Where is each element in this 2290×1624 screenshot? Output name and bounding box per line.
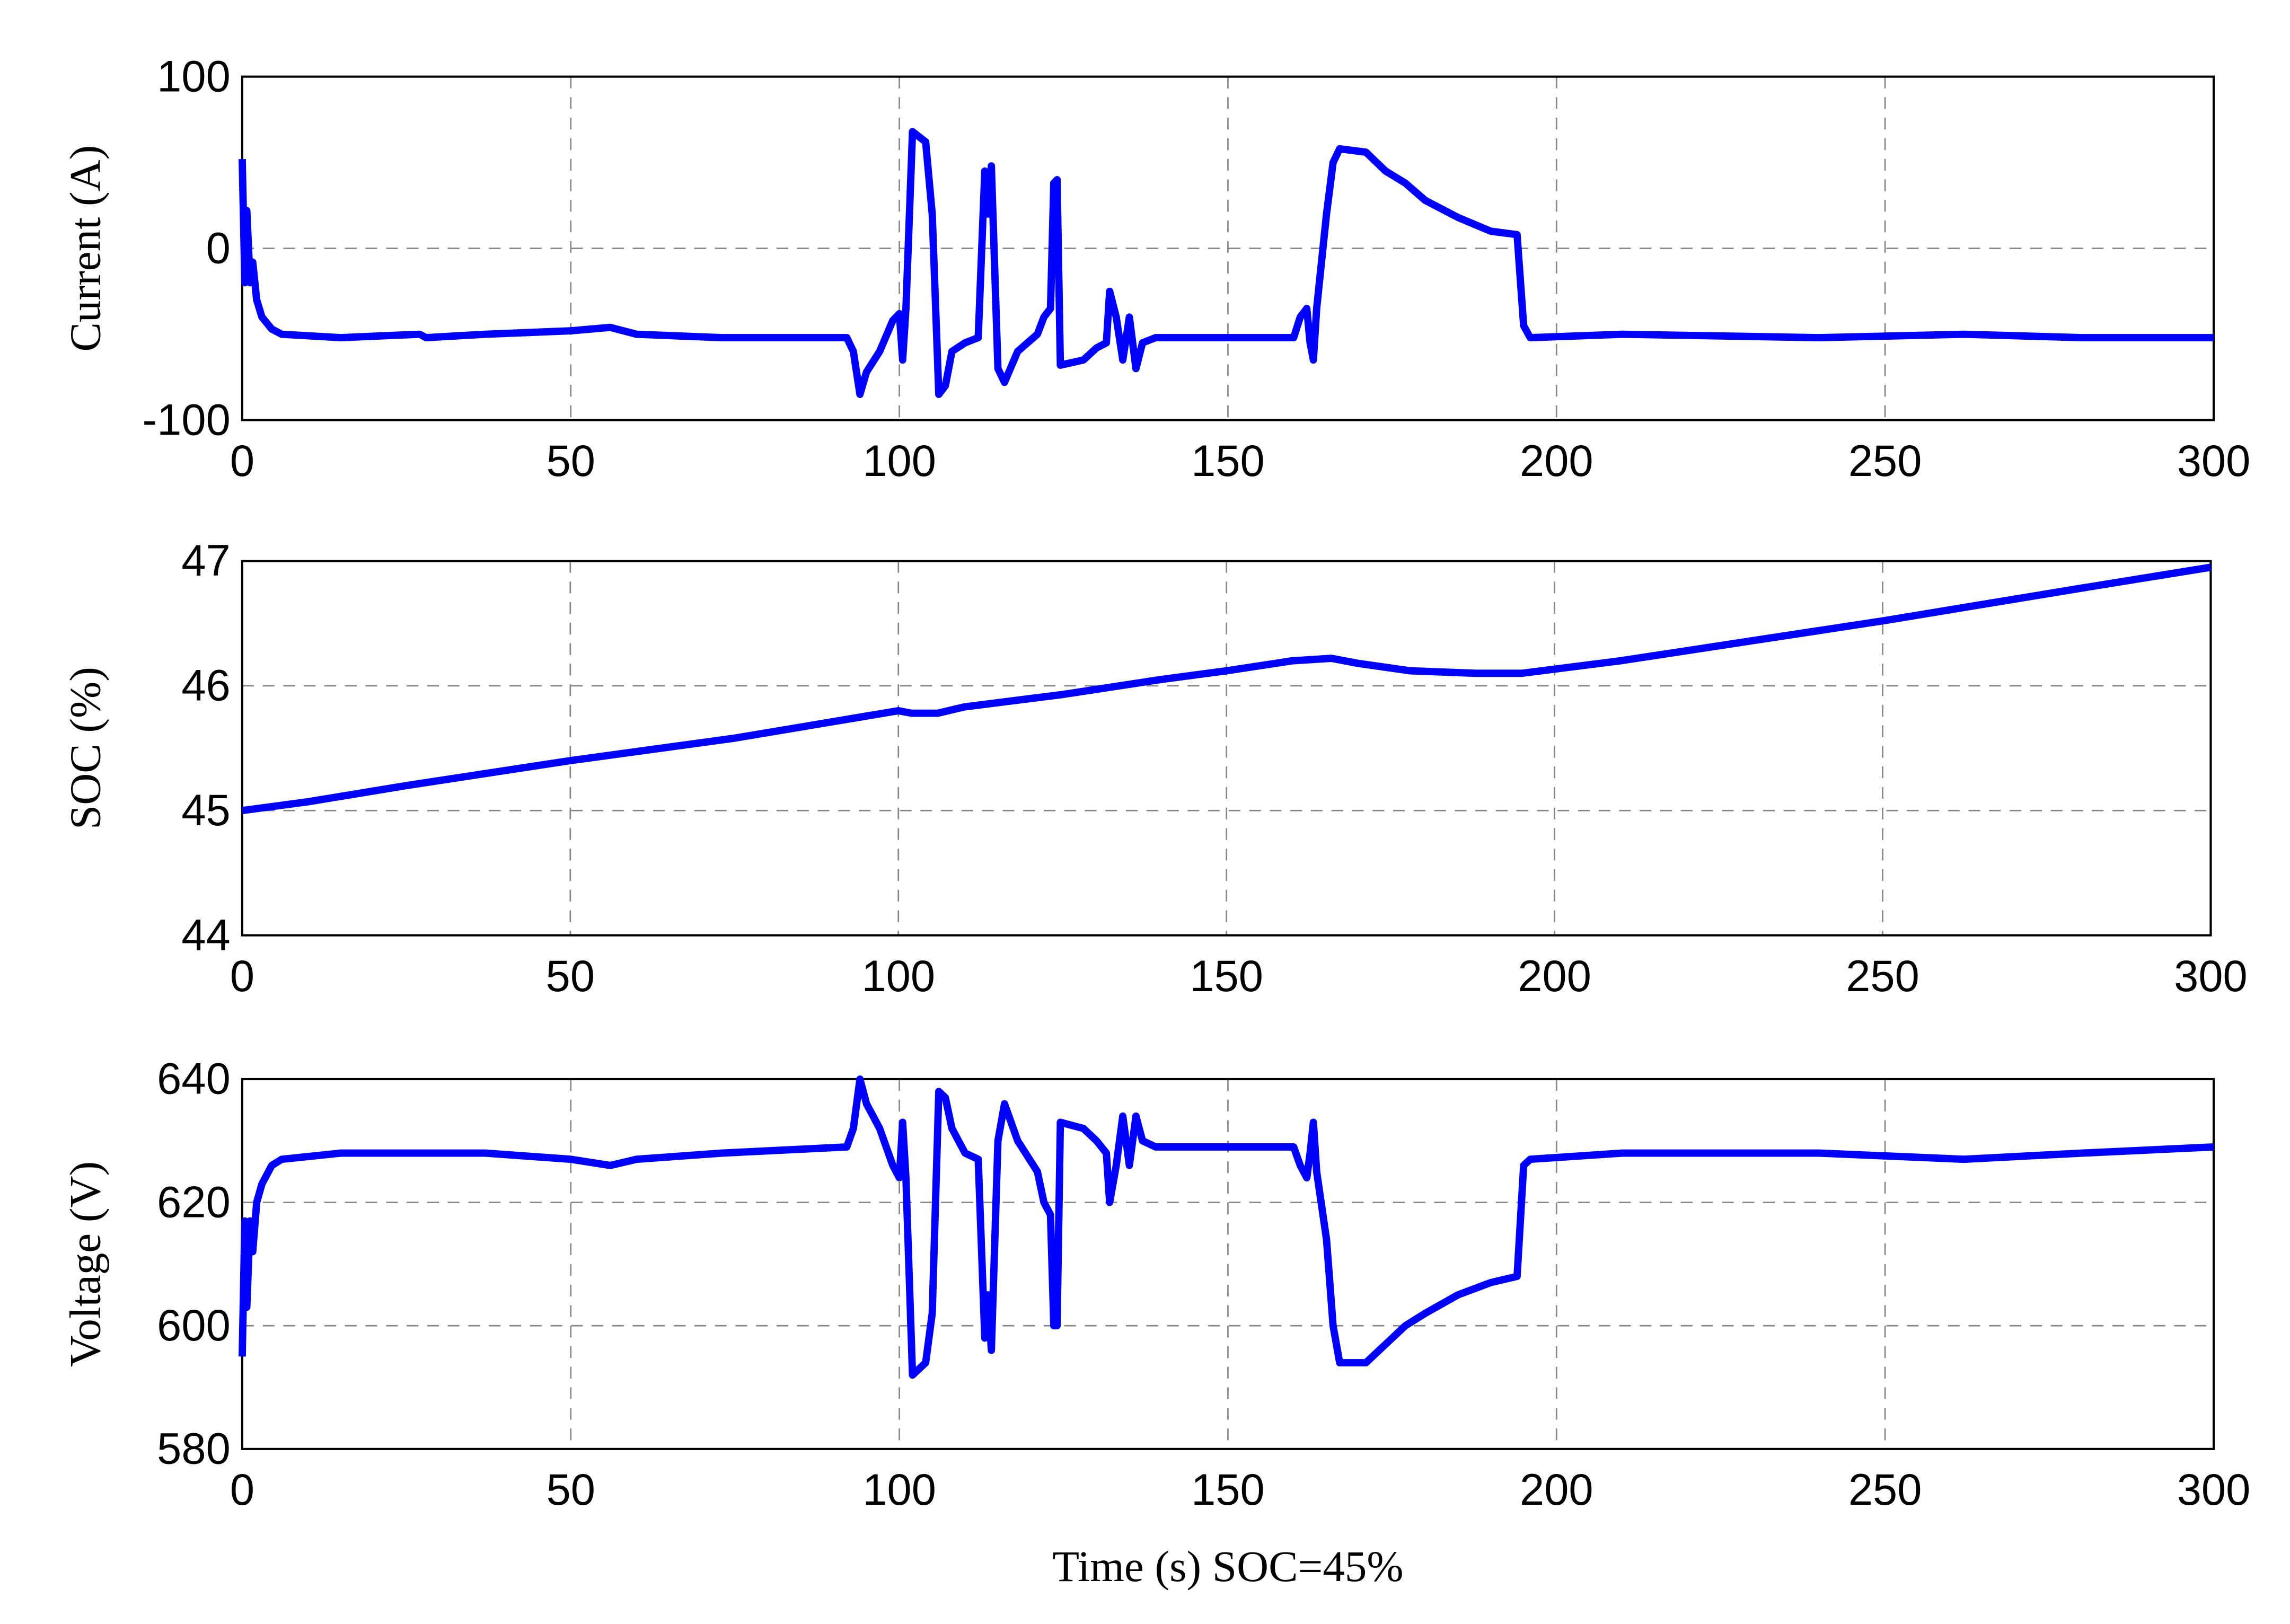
x-tick-label: 300 [2177, 436, 2251, 486]
x-tick-label: 150 [1190, 951, 1263, 1001]
x-axis-label: Time (s) SOC=45% [1052, 1542, 1403, 1591]
x-tick-label: 50 [546, 951, 595, 1001]
x-tick-label: 0 [230, 951, 254, 1001]
y-tick-label: 46 [181, 661, 230, 710]
x-tick-label: 250 [1846, 951, 1919, 1001]
x-tick-label: 0 [230, 1465, 254, 1514]
x-tick-label: 300 [2177, 1465, 2251, 1514]
x-tick-label: 150 [1191, 1465, 1265, 1514]
y-axis-label: SOC (%) [60, 667, 109, 829]
data-line [239, 1075, 2214, 1379]
y-tick-label: 45 [181, 785, 230, 835]
x-tick-label: 0 [230, 436, 254, 486]
x-tick-label: 250 [1848, 436, 1922, 486]
x-tick-label: 150 [1191, 436, 1265, 486]
data-line [239, 128, 2214, 398]
x-tick-label: 250 [1848, 1465, 1922, 1514]
y-axis-label: Voltage (V) [60, 1161, 109, 1367]
y-tick-label: 44 [181, 910, 230, 959]
y-tick-label: -100 [143, 395, 231, 444]
y-tick-label: 0 [206, 223, 231, 272]
x-tick-label: 100 [862, 1465, 936, 1514]
plot-frame [241, 560, 2212, 937]
y-tick-label: 620 [157, 1177, 231, 1226]
x-tick-label: 300 [2174, 951, 2248, 1001]
y-tick-label: 580 [157, 1424, 231, 1473]
x-tick-label: 200 [1520, 1465, 1593, 1514]
y-tick-label: 600 [157, 1301, 231, 1350]
x-tick-label: 50 [547, 1465, 595, 1514]
x-tick-label: 200 [1518, 951, 1591, 1001]
x-tick-label: 100 [862, 436, 936, 486]
x-tick-label: 50 [547, 436, 595, 486]
y-tick-label: 640 [157, 1054, 231, 1104]
data-line [242, 563, 2212, 815]
y-axis-label: Current (A) [60, 145, 109, 352]
x-tick-label: 200 [1520, 436, 1593, 486]
y-tick-label: 47 [181, 536, 230, 585]
x-tick-label: 100 [861, 951, 935, 1001]
y-tick-label: 100 [157, 51, 231, 101]
